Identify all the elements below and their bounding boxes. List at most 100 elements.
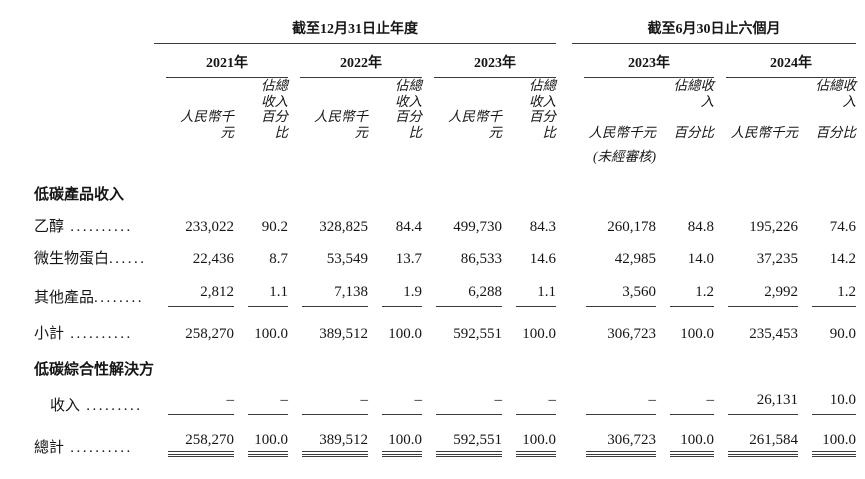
spacer-cell — [556, 140, 572, 164]
value-cell: 258,270 — [185, 325, 234, 342]
pct-of-revenue-label: 佔總收入 — [815, 78, 857, 109]
value-cell: 100.0 — [388, 325, 422, 342]
value-cell: 100.0 — [522, 325, 556, 342]
dot-leader: ......... — [80, 397, 143, 414]
value-cell: – — [234, 379, 288, 416]
value-cell: 195,226 — [749, 218, 798, 235]
value-cell: 42,985 — [614, 250, 656, 267]
value-cell: 84.4 — [395, 218, 422, 235]
document-page: 截至12月31日止年度 截至6月30日止六個月 2021年 2022年 2023… — [34, 14, 857, 458]
corner-cell — [34, 44, 154, 78]
value-cell: 1.9 — [368, 268, 422, 308]
value-cell: 499,730 — [453, 218, 502, 235]
value-cell: 37,235 — [756, 250, 798, 267]
year-header-2023: 2023年 — [422, 44, 556, 78]
row-label: 小計 .......... — [34, 325, 133, 342]
rmb-thousand-label: 人民幣千元 — [730, 124, 799, 140]
value-cell: 306,723 — [607, 325, 656, 342]
value-cell: 22,436 — [192, 250, 234, 267]
section-label-low-carbon-solutions: 低碳綜合性解決方案 — [34, 361, 154, 378]
value-cell: 84.3 — [529, 218, 556, 235]
value-cell: 1.2 — [656, 268, 714, 308]
table-row-solutions-revenue: 收入 ......... – – – – – – – – 26,131 10.0 — [34, 379, 856, 416]
year-header-2021: 2021年 — [154, 44, 288, 78]
value-cell: 14.6 — [529, 250, 556, 267]
value-cell: – — [368, 379, 422, 416]
spacer-cell — [556, 307, 572, 343]
pct-of-revenue-label: 佔總收入 — [261, 78, 288, 109]
section-header-row-products: 低碳產品收入 — [34, 164, 856, 204]
value-cell: 389,512 — [319, 325, 368, 342]
value-cell: – — [656, 379, 714, 416]
rmb-thousand-label: 人民幣千元 — [588, 124, 657, 140]
value-cell: 14.0 — [687, 250, 714, 267]
period-title-row: 截至12月31日止年度 截至6月30日止六個月 — [34, 14, 856, 44]
spacer-cell — [556, 268, 572, 307]
section-label-low-carbon-products: 低碳產品收入 — [34, 186, 125, 203]
spacer-cell — [556, 44, 572, 78]
interim-period-title: 截至6月30日止六個月 — [572, 22, 856, 44]
pct-of-revenue-label: 佔總收入 — [673, 78, 715, 109]
row-label: 總計 .......... — [34, 439, 133, 456]
value-cell: 86,533 — [460, 250, 502, 267]
value-cell: 13.7 — [395, 250, 422, 267]
value-cell: 592,551 — [453, 325, 502, 342]
value-cell: 1.1 — [234, 268, 288, 308]
section-header-row-solutions: 低碳綜合性解決方案 — [34, 343, 856, 379]
spacer-cell — [556, 204, 572, 236]
corner-cell — [34, 14, 154, 44]
value-cell: 74.6 — [829, 218, 856, 235]
value-cell: 90.2 — [261, 218, 288, 235]
year-header-2023-interim: 2023年 — [572, 44, 714, 78]
revenue-breakdown-table: 截至12月31日止年度 截至6月30日止六個月 2021年 2022年 2023… — [34, 14, 857, 458]
value-cell: 53,549 — [326, 250, 368, 267]
value-cell: 328,825 — [319, 218, 368, 235]
value-cell: 1.1 — [502, 268, 556, 308]
value-cell: 8.7 — [269, 250, 288, 267]
value-cell: – — [422, 379, 502, 416]
rmb-thousand-label: 人民幣千元 — [448, 109, 502, 140]
annual-period-title: 截至12月31日止年度 — [154, 22, 556, 44]
value-cell: 260,178 — [607, 218, 656, 235]
value-cell: 100.0 — [798, 415, 856, 458]
table-row-ethanol: 乙醇 .......... 233,022 90.2 328,825 84.4 … — [34, 204, 856, 236]
value-cell: 389,512 — [288, 415, 368, 458]
value-cell: 2,992 — [714, 268, 798, 308]
annual-period-header: 截至12月31日止年度 — [154, 14, 556, 44]
rmb-thousand-label: 人民幣千元 — [180, 109, 234, 140]
pct-of-revenue-label: 佔總收入 — [395, 78, 422, 109]
spacer-cell — [556, 109, 572, 140]
value-cell: – — [572, 379, 656, 416]
table-row-total: 總計 .......... 258,270 100.0 389,512 100.… — [34, 415, 856, 458]
value-cell: 1.2 — [798, 268, 856, 308]
percentage-label: 百分比 — [395, 109, 422, 140]
row-label: 微生物蛋白...... — [34, 250, 147, 267]
year-header-2022: 2022年 — [288, 44, 422, 78]
percentage-label: 百分比 — [261, 109, 288, 140]
value-cell: – — [502, 379, 556, 416]
value-cell: – — [154, 379, 234, 416]
percentage-label: 百分比 — [815, 124, 857, 140]
value-cell: 100.0 — [502, 415, 556, 458]
value-cell: 100.0 — [680, 325, 714, 342]
spacer-cell — [556, 14, 572, 44]
value-cell: – — [288, 379, 368, 416]
value-cell: 261,584 — [714, 415, 798, 458]
value-cell: 100.0 — [368, 415, 422, 458]
value-cell: 26,131 — [714, 379, 798, 416]
percentage-label: 百分比 — [529, 109, 556, 140]
pct-of-revenue-label: 佔總收入 — [529, 78, 556, 109]
year-header-row: 2021年 2022年 2023年 2023年 2024年 — [34, 44, 856, 78]
subheader-row-2: 人民幣千元 百分比 人民幣千元 百分比 人民幣千元 百分比 人民幣千元 百分比 … — [34, 109, 856, 140]
value-cell: 233,022 — [185, 218, 234, 235]
value-cell: 3,560 — [572, 268, 656, 308]
table-row-other-products: 其他產品........ 2,812 1.1 7,138 1.9 6,288 1… — [34, 268, 856, 308]
spacer-cell — [556, 415, 572, 457]
dot-leader: ...... — [109, 250, 147, 267]
table-row-subtotal: 小計 .......... 258,270 100.0 389,512 100.… — [34, 307, 856, 343]
spacer-cell — [556, 236, 572, 268]
rmb-thousand-label: 人民幣千元 — [314, 109, 368, 140]
value-cell: 10.0 — [798, 379, 856, 416]
table-row-microbial-protein: 微生物蛋白...... 22,436 8.7 53,549 13.7 86,53… — [34, 236, 856, 268]
row-label: 其他產品........ — [34, 289, 145, 306]
